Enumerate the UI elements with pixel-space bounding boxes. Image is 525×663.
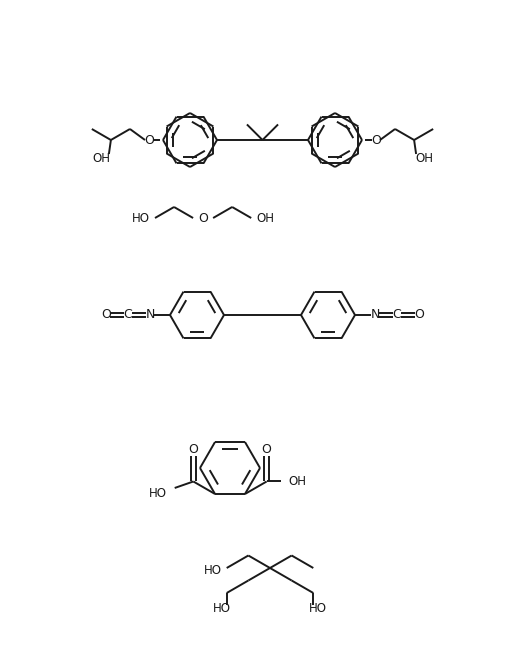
Text: N: N [145, 308, 155, 322]
Text: OH: OH [92, 152, 110, 164]
Text: O: O [198, 211, 208, 225]
Text: N: N [370, 308, 380, 322]
Text: OH: OH [289, 475, 307, 488]
Text: OH: OH [256, 211, 274, 225]
Text: HO: HO [204, 564, 222, 577]
Text: HO: HO [309, 601, 327, 615]
Text: HO: HO [132, 211, 150, 225]
Text: C: C [393, 308, 402, 322]
Text: O: O [188, 443, 198, 456]
Text: HO: HO [149, 487, 167, 501]
Text: O: O [371, 133, 381, 147]
Text: O: O [414, 308, 424, 322]
Text: OH: OH [415, 152, 433, 164]
Text: O: O [262, 443, 271, 456]
Text: O: O [101, 308, 111, 322]
Text: HO: HO [213, 601, 230, 615]
Text: C: C [123, 308, 132, 322]
Text: O: O [144, 133, 154, 147]
